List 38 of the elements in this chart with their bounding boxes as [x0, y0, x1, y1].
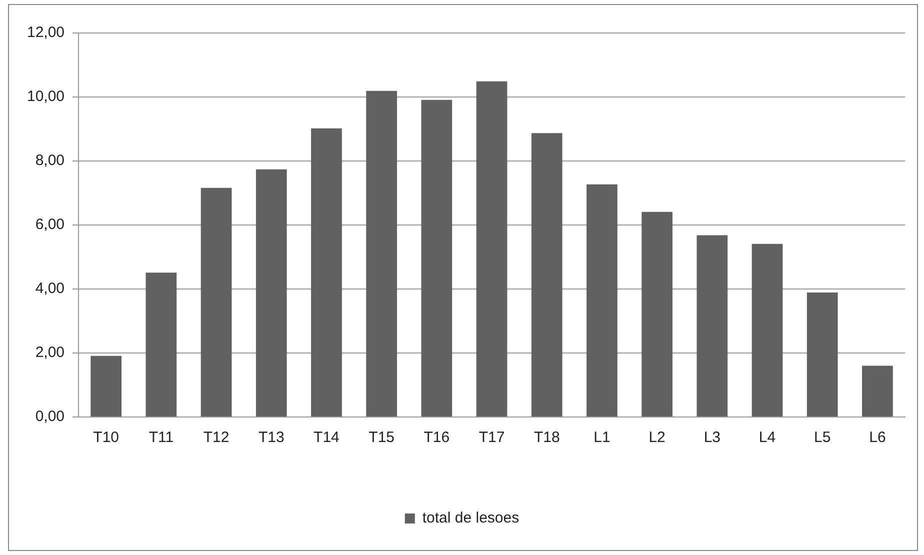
bar — [421, 100, 452, 416]
x-tick-label: T17 — [478, 429, 505, 446]
y-tick-label: 0,00 — [35, 408, 65, 426]
bar — [531, 133, 562, 416]
x-tick-label: T13 — [258, 429, 284, 446]
y-tick-label: 6,00 — [35, 216, 65, 234]
bar — [752, 244, 783, 416]
x-tick-label: L2 — [648, 429, 666, 446]
x-tick-label: L1 — [594, 429, 610, 446]
bar — [586, 184, 618, 416]
bar — [696, 235, 728, 416]
y-tick-label: 8,00 — [35, 152, 65, 170]
x-tick-label: L3 — [704, 429, 720, 446]
y-tick-label: 10,00 — [26, 88, 65, 106]
bar — [366, 90, 397, 416]
x-tick-label: T10 — [93, 429, 120, 446]
bar — [90, 356, 122, 416]
bar — [311, 128, 342, 416]
bar — [806, 292, 838, 416]
legend-label: total de lesoes — [422, 510, 520, 527]
x-tick-label: T12 — [203, 429, 230, 446]
bar — [256, 169, 287, 416]
x-tick-label: T16 — [424, 429, 450, 446]
x-tick-label: L4 — [758, 429, 776, 446]
x-tick-label: T18 — [534, 429, 560, 446]
bar — [862, 366, 893, 416]
x-tick-label: T14 — [314, 429, 340, 446]
y-tick-label: 4,00 — [35, 280, 65, 298]
bar — [476, 81, 508, 416]
x-tick-label: L6 — [869, 429, 886, 446]
bar — [146, 272, 177, 416]
bar — [642, 212, 672, 416]
x-tick-label: T11 — [148, 429, 174, 446]
bar — [200, 188, 232, 416]
y-tick-label: 12,00 — [26, 24, 65, 42]
x-tick-label: T15 — [368, 429, 395, 446]
x-tick-label: L5 — [814, 429, 831, 446]
y-tick-label: 2,00 — [35, 344, 65, 362]
